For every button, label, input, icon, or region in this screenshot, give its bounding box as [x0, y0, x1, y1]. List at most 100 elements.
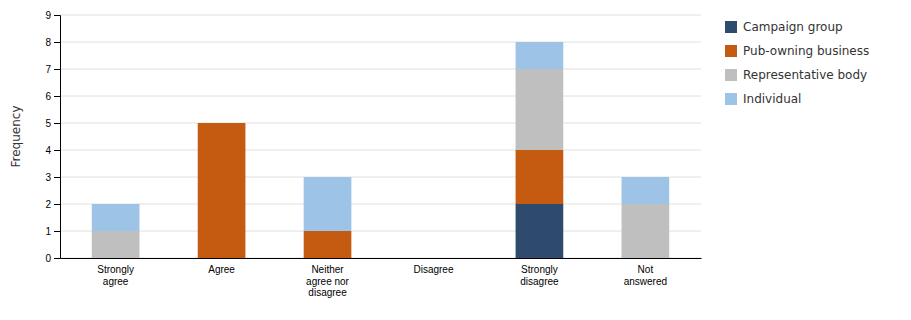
- y-axis: 0 1 2 3 4 5 6 7 8 9: [45, 10, 60, 264]
- tick-label: 6: [45, 91, 51, 102]
- tick-mark: [54, 69, 60, 70]
- bar-segment: [410, 258, 458, 259]
- tick-mark: [54, 258, 60, 259]
- tick: 5: [45, 118, 60, 129]
- tick: Stronglyagree: [97, 264, 134, 287]
- tick: Notanswered: [624, 264, 667, 287]
- bars: [92, 42, 669, 258]
- tick-label: 8: [45, 37, 51, 48]
- legend-label: Campaign group: [743, 20, 843, 34]
- bar-segment: [304, 231, 352, 258]
- tick-label-line: disagree: [308, 287, 347, 298]
- chart-container: 0123456789StronglyagreeAgreeNeitheragree…: [0, 0, 911, 320]
- tick-label: Neitheragree nordisagree: [306, 264, 349, 298]
- tick-label-line: Neither: [311, 264, 344, 275]
- tick-mark: [54, 96, 60, 97]
- bar-segment: [198, 123, 246, 258]
- grid-line: [60, 204, 701, 205]
- tick: 7: [45, 64, 60, 75]
- tick: 0: [45, 253, 60, 264]
- grid-line: [60, 96, 701, 97]
- bar-segment: [198, 123, 246, 124]
- tick-label-line: answered: [624, 276, 667, 287]
- tick-mark: [54, 123, 60, 124]
- tick-label: Disagree: [413, 264, 453, 275]
- tick-label: 5: [45, 118, 51, 129]
- tick: Stronglydisagree: [520, 264, 559, 287]
- grid: [60, 15, 701, 258]
- tick-label: Notanswered: [624, 264, 667, 287]
- bar-segment: [516, 69, 564, 150]
- bar-segment: [516, 42, 564, 69]
- legend-item: Representative body: [725, 68, 867, 82]
- tick-label-line: agree nor: [306, 276, 349, 287]
- series: [198, 123, 564, 258]
- y-axis-title: Frequency: [9, 106, 23, 168]
- tick-label: 0: [45, 253, 51, 264]
- legend-swatch: [725, 69, 737, 81]
- bar-segment: [92, 204, 140, 231]
- bar-segment: [516, 204, 564, 258]
- legend: Campaign group Pub-owning business Represe…: [725, 20, 869, 106]
- grid-line: [60, 15, 701, 16]
- tick-label: 3: [45, 172, 51, 183]
- tick-label-line: Agree: [208, 264, 235, 275]
- tick-mark: [54, 15, 60, 16]
- tick: 9: [45, 10, 60, 21]
- legend-label: Representative body: [743, 68, 867, 82]
- tick: Agree: [208, 264, 235, 275]
- axis-line: [61, 258, 702, 259]
- legend-swatch: [725, 93, 737, 105]
- tick-label-line: disagree: [520, 276, 559, 287]
- tick: 4: [45, 145, 60, 156]
- legend-item: Campaign group: [725, 20, 843, 34]
- tick-label-line: Strongly: [97, 264, 134, 275]
- tick-label: Stronglydisagree: [520, 264, 559, 287]
- legend-label: Individual: [743, 92, 801, 106]
- grid-line: [60, 69, 701, 70]
- grid-line: [60, 258, 701, 259]
- tick-mark: [54, 204, 60, 205]
- tick-label: 2: [45, 199, 51, 210]
- tick: 2: [45, 199, 60, 210]
- tick-mark: [54, 150, 60, 151]
- tick-label-line: agree: [103, 276, 129, 287]
- tick-mark: [54, 231, 60, 232]
- tick: Disagree: [413, 264, 453, 275]
- bar-segment: [410, 258, 458, 259]
- x-axis: StronglyagreeAgreeNeitheragree nordisagr…: [61, 259, 702, 299]
- tick-label: 1: [45, 226, 51, 237]
- bar-segment: [92, 231, 140, 258]
- tick-mark: [54, 177, 60, 178]
- series: [92, 69, 669, 258]
- series: [516, 204, 564, 258]
- legend-swatch: [725, 45, 737, 57]
- bar-segment: [304, 177, 352, 231]
- grid-line: [60, 150, 701, 151]
- tick: 8: [45, 37, 60, 48]
- legend-item: Individual: [725, 92, 801, 106]
- tick-label: Agree: [208, 264, 235, 275]
- grid-line: [60, 231, 701, 232]
- bar-segment: [410, 258, 458, 259]
- tick-label: Stronglyagree: [97, 264, 134, 287]
- grid-line: [60, 123, 701, 124]
- series: [92, 42, 669, 231]
- tick-label: 9: [45, 10, 51, 21]
- tick: 1: [45, 226, 60, 237]
- grid-line: [60, 42, 701, 43]
- bar-segment: [198, 123, 246, 124]
- bar-segment: [516, 150, 564, 204]
- tick: 3: [45, 172, 60, 183]
- bar-segment: [410, 258, 458, 259]
- plot: 0123456789StronglyagreeAgreeNeitheragree…: [45, 10, 701, 298]
- legend-label: Pub-owning business: [743, 44, 869, 58]
- axis-line: [54, 16, 61, 259]
- tick-label-line: Not: [638, 264, 654, 275]
- tick-mark: [54, 42, 60, 43]
- bar-segment: [622, 204, 670, 258]
- tick: 6: [45, 91, 60, 102]
- legend-item: Pub-owning business: [725, 44, 869, 58]
- chart: 0123456789StronglyagreeAgreeNeitheragree…: [0, 0, 911, 320]
- tick-label-line: Disagree: [413, 264, 453, 275]
